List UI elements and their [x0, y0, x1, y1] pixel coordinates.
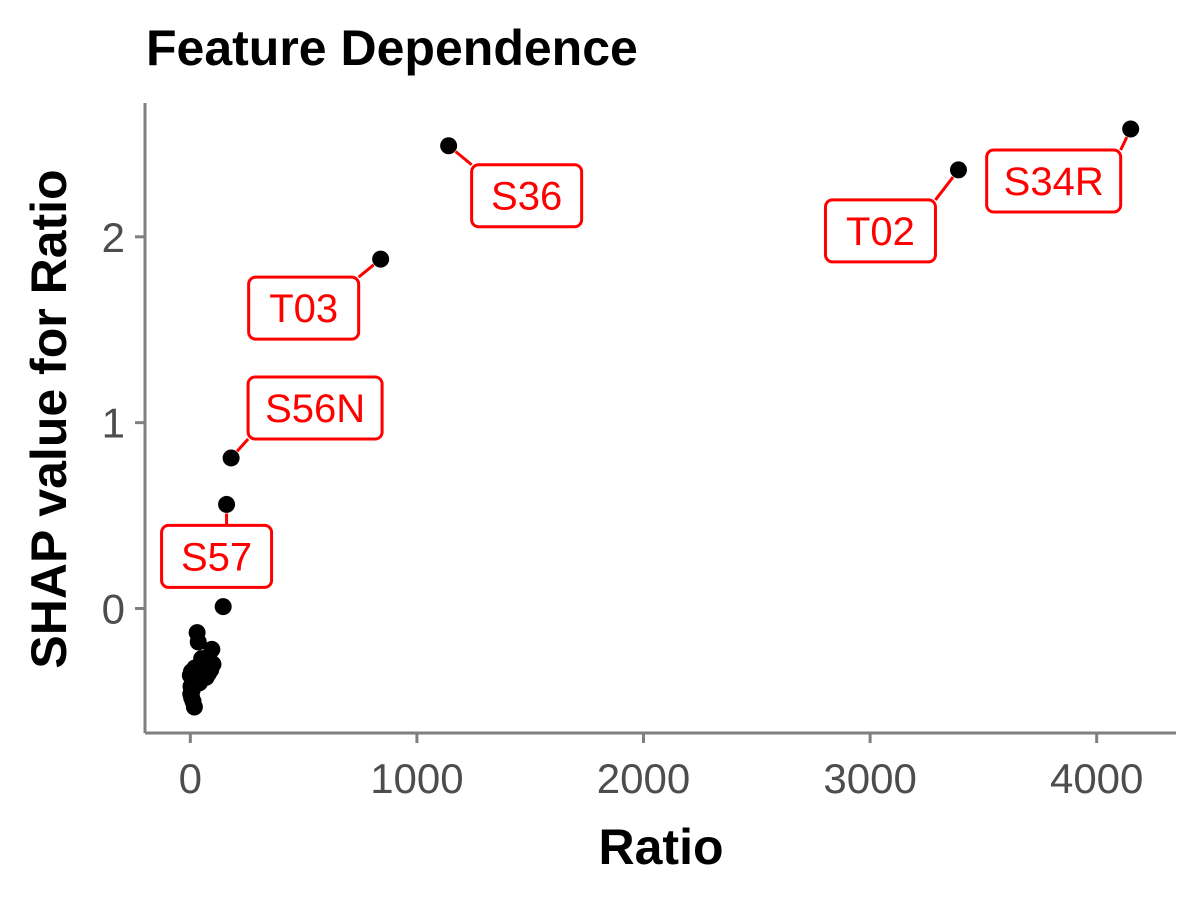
annotation-connector — [235, 437, 250, 453]
data-point — [189, 633, 207, 651]
annotation-box — [823, 198, 937, 264]
chart-title: Feature Dependence — [146, 20, 638, 76]
x-tick-label: 3000 — [823, 755, 916, 802]
annotation-layer: S34R S36 T02 T03 S56N S57 — [160, 136, 1129, 589]
y-tick-label: 2 — [102, 214, 125, 261]
data-point — [185, 698, 203, 716]
data-point — [949, 161, 967, 179]
annotation-connector — [934, 176, 955, 201]
y-axis-title: SHAP value for Ratio — [21, 169, 77, 668]
y-tick-label: 1 — [102, 400, 125, 447]
y-axis-ticks: 0 1 2 — [102, 214, 145, 632]
data-point — [1122, 120, 1140, 138]
annotation-box — [246, 375, 384, 441]
data-point — [222, 449, 240, 467]
annotation-box — [247, 275, 361, 341]
annotation-label: S56N — [265, 387, 365, 431]
data-point — [218, 495, 236, 513]
annotation-connector — [454, 150, 473, 166]
annotation-label: S34R — [1004, 160, 1104, 204]
annotation-label: T03 — [269, 287, 338, 331]
annotation-label: S36 — [491, 175, 562, 219]
x-tick-label: 4000 — [1050, 755, 1143, 802]
data-point — [440, 137, 458, 155]
x-tick-label: 2000 — [597, 755, 690, 802]
annotation-box — [470, 163, 584, 229]
points-layer — [181, 120, 1140, 716]
x-axis-ticks: 0 1000 2000 3000 4000 — [179, 733, 1143, 802]
y-tick-label: 0 — [102, 585, 125, 632]
x-tick-label: 0 — [179, 755, 202, 802]
annotation-connector — [1119, 136, 1129, 151]
annotation-connector — [357, 263, 375, 279]
x-tick-label: 1000 — [370, 755, 463, 802]
annotation-label: S57 — [181, 535, 252, 579]
annotation-box — [985, 148, 1123, 214]
data-point — [214, 598, 232, 616]
annotation-label: T02 — [846, 210, 915, 254]
annotation-box — [160, 523, 274, 589]
data-point — [372, 250, 390, 268]
x-axis-title: Ratio — [599, 819, 724, 875]
